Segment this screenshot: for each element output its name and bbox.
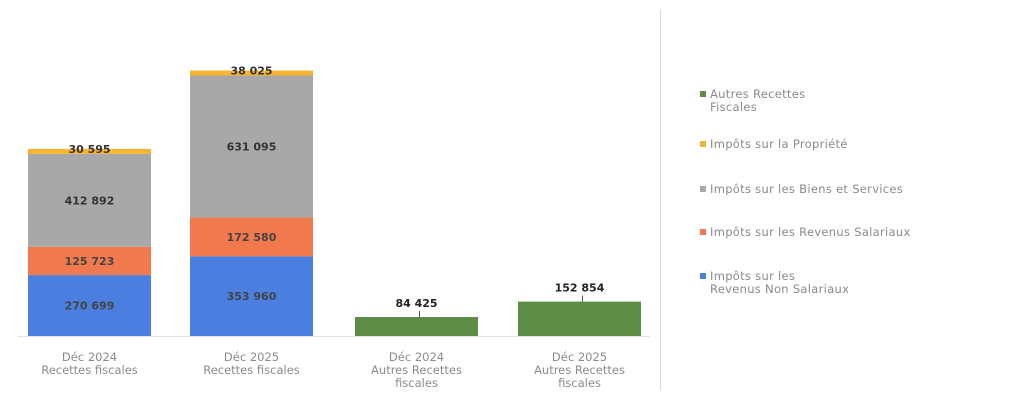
legend-label: Impôts sur les Biens et Services bbox=[710, 182, 904, 196]
data-label: 84 425 bbox=[395, 297, 437, 310]
bar-segment bbox=[28, 246, 151, 276]
legend-item: Autres Recettes Fiscales bbox=[700, 88, 805, 114]
x-tick-label: Déc 2025 Recettes fiscales bbox=[203, 350, 300, 377]
legend-label: Impôts sur les Revenus Salariaux bbox=[710, 225, 911, 239]
legend-label: Impôts sur la Propriété bbox=[710, 137, 848, 151]
bar-segment bbox=[190, 70, 313, 76]
legend-item: Impôts sur les Biens et Services bbox=[700, 183, 903, 196]
data-label: 30 595 bbox=[68, 143, 110, 156]
bar-segment bbox=[355, 317, 478, 336]
data-label: 270 699 bbox=[65, 300, 115, 313]
legend-label: Impôts sur les Revenus Non Salariaux bbox=[710, 269, 850, 296]
data-label: 152 854 bbox=[555, 282, 605, 295]
data-label: 412 892 bbox=[65, 194, 115, 207]
x-tick-label: Déc 2024 Recettes fiscales bbox=[41, 350, 138, 377]
data-label: 125 723 bbox=[65, 255, 115, 268]
x-tick-label: Déc 2025 Autres Recettes fiscales bbox=[534, 350, 625, 390]
legend-label: Autres Recettes Fiscales bbox=[710, 87, 806, 114]
data-label: 353 960 bbox=[227, 290, 277, 303]
legend-swatch bbox=[700, 91, 706, 97]
data-label: 631 095 bbox=[227, 141, 277, 154]
bar-segment bbox=[190, 217, 313, 257]
bar-segment bbox=[28, 148, 151, 154]
data-label: 38 025 bbox=[230, 65, 272, 78]
bar-segment bbox=[28, 275, 151, 336]
legend-swatch bbox=[700, 141, 706, 147]
bar-segment bbox=[190, 256, 313, 336]
chart-divider bbox=[660, 10, 661, 390]
bar-segment bbox=[28, 153, 151, 247]
stacked-bar-chart: 270 699 125 723 412 892 30 595 Déc 2024 Recet… bbox=[18, 65, 650, 390]
legend-swatch bbox=[700, 186, 706, 192]
legend-swatch bbox=[700, 229, 706, 235]
legend-item: Impôts sur les Revenus Non Salariaux bbox=[700, 270, 849, 296]
bar-segment bbox=[190, 75, 313, 218]
legend-swatch bbox=[700, 273, 706, 279]
x-tick-label: Déc 2024 Autres Recettes fiscales bbox=[371, 350, 462, 390]
data-label: 172 580 bbox=[227, 231, 277, 244]
legend-item: Impôts sur la Propriété bbox=[700, 138, 848, 151]
bar-segment bbox=[518, 301, 641, 336]
legend-item: Impôts sur les Revenus Salariaux bbox=[700, 226, 911, 239]
